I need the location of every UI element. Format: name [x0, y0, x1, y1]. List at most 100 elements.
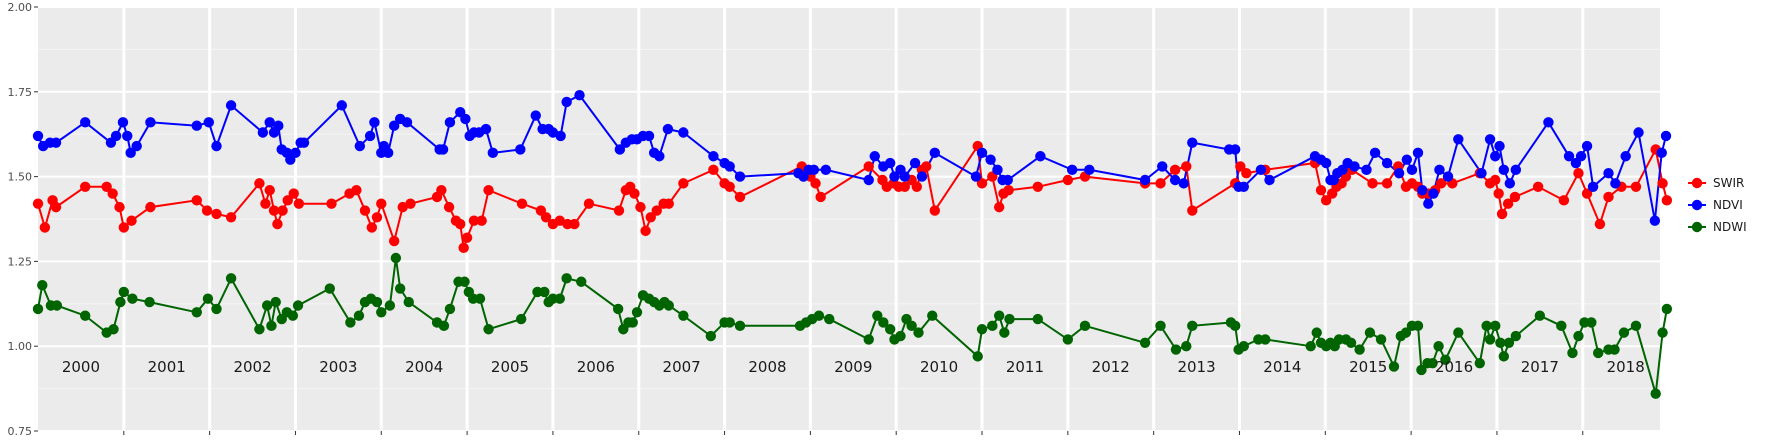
grid-major	[38, 6, 1660, 432]
data-point-ndwi	[1311, 327, 1322, 338]
data-point-ndwi	[993, 310, 1005, 321]
year-label: 2002	[233, 358, 271, 376]
data-point-ndvi	[487, 147, 499, 159]
data-point-swir	[1661, 195, 1673, 206]
data-point-ndvi	[1504, 178, 1516, 189]
data-point-swir	[436, 184, 447, 196]
data-point-ndvi	[145, 117, 156, 128]
legend-label-ndvi: NDVI	[1713, 198, 1743, 212]
data-point-ndvi	[437, 144, 449, 155]
data-point-swir	[810, 178, 821, 189]
y-tick-label: 1.00	[8, 340, 33, 353]
data-point-swir	[145, 201, 156, 213]
data-point-ndwi	[627, 317, 638, 328]
data-point-ndwi	[1170, 344, 1182, 355]
data-point-ndwi	[999, 327, 1010, 338]
data-point-swir	[468, 215, 480, 226]
data-point-swir	[993, 201, 1005, 213]
data-point-ndwi	[1484, 334, 1496, 345]
data-point-ndwi	[1440, 354, 1451, 365]
data-point-ndwi	[438, 320, 450, 332]
data-point-ndwi	[734, 320, 746, 332]
data-point-ndvi	[1484, 134, 1496, 145]
data-point-ndwi	[1400, 327, 1412, 338]
data-point-ndwi	[1510, 330, 1522, 342]
data-point-swir	[1003, 184, 1014, 196]
data-point-ndvi	[1428, 188, 1439, 199]
data-point-ndwi	[390, 252, 402, 264]
data-point-swir	[118, 222, 130, 233]
data-point-ndvi	[1660, 130, 1672, 142]
data-point-ndvi	[80, 117, 91, 128]
data-point-ndvi	[1178, 178, 1189, 189]
grid-minor	[38, 48, 1660, 390]
data-point-swir	[1169, 164, 1181, 176]
data-point-swir	[635, 201, 646, 213]
year-label: 2007	[663, 358, 701, 376]
data-point-ndwi	[51, 300, 63, 311]
data-point-ndvi	[117, 117, 129, 128]
year-label: 2003	[319, 358, 357, 376]
data-point-ndvi	[992, 164, 1003, 176]
legend-label-ndwi: NDWI	[1713, 220, 1747, 234]
data-point-ndvi	[211, 140, 222, 152]
legend-key-point	[1691, 199, 1703, 211]
data-point-ndwi	[1593, 347, 1604, 359]
data-point-ndvi	[1494, 140, 1505, 152]
data-point-ndvi	[460, 113, 471, 125]
data-point-swir	[268, 205, 280, 216]
year-label: 2018	[1607, 358, 1645, 376]
data-point-ndwi	[1586, 317, 1597, 328]
data-point-swir	[921, 161, 932, 172]
data-point-swir	[899, 181, 910, 192]
data-point-swir	[583, 198, 595, 209]
data-point-ndvi	[444, 117, 456, 128]
data-point-ndvi	[257, 127, 269, 138]
data-point-ndwi	[1481, 320, 1492, 332]
data-point-swir	[1241, 168, 1252, 179]
data-point-ndvi	[970, 171, 982, 182]
data-point-swir	[734, 191, 746, 203]
data-point-ndvi	[976, 147, 988, 159]
data-point-ndwi	[554, 293, 565, 304]
data-point-swir	[359, 205, 371, 216]
data-point-ndwi	[884, 324, 896, 335]
data-point-ndwi	[1534, 310, 1546, 321]
data-point-swir	[371, 212, 383, 223]
data-point-ndvi	[1361, 164, 1372, 176]
data-point-ndwi	[376, 307, 387, 318]
year-label: 2004	[405, 358, 443, 376]
data-point-ndwi	[1556, 320, 1567, 332]
data-point-ndvi	[1401, 154, 1413, 165]
y-tick-label: 2.00	[8, 1, 33, 14]
data-point-ndwi	[287, 310, 299, 321]
data-point-ndwi	[539, 286, 550, 298]
data-point-swir	[1435, 178, 1447, 189]
data-point-ndwi	[1498, 351, 1510, 362]
data-point-ndwi	[353, 310, 365, 321]
data-point-ndwi	[202, 293, 214, 304]
data-point-ndvi	[1490, 151, 1501, 162]
data-point-swir	[1181, 161, 1192, 172]
data-point-ndvi	[708, 151, 719, 162]
data-point-ndvi	[1563, 151, 1575, 162]
data-point-swir	[282, 195, 293, 206]
data-point-swir	[455, 218, 466, 230]
data-point-swir	[1581, 188, 1593, 199]
data-point-swir	[211, 208, 222, 220]
data-point-swir	[1320, 195, 1332, 206]
data-point-ndvi	[1169, 174, 1181, 186]
data-point-ndwi	[576, 276, 587, 287]
data-point-ndwi	[80, 310, 91, 321]
data-point-ndwi	[108, 324, 119, 335]
data-point-ndwi	[705, 330, 717, 342]
data-point-swir	[708, 164, 719, 176]
data-point-swir	[458, 242, 469, 254]
data-point-ndwi	[1354, 344, 1365, 355]
data-point-ndwi	[292, 300, 304, 311]
data-point-ndwi	[254, 324, 265, 335]
data-point-ndvi	[1229, 144, 1241, 155]
data-point-ndvi	[889, 171, 900, 182]
data-point-ndwi	[1229, 320, 1241, 332]
